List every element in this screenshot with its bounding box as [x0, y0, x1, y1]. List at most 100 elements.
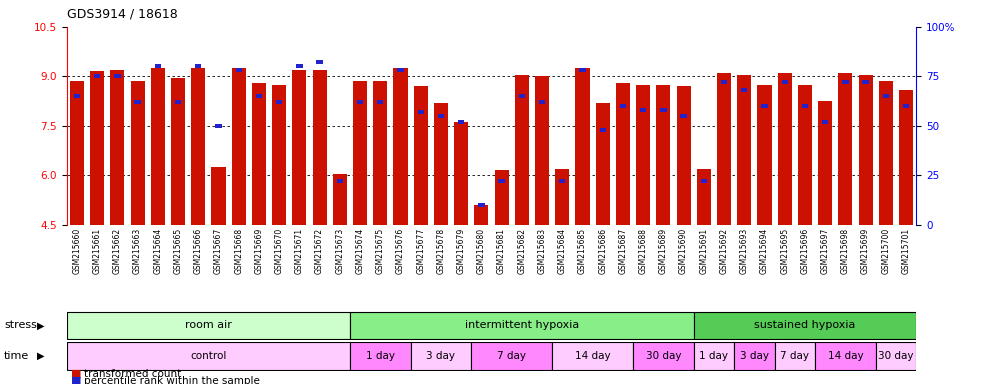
Text: GSM215668: GSM215668	[234, 228, 243, 274]
Bar	[110, 70, 125, 225]
Bar	[552, 343, 633, 370]
Bar	[397, 68, 404, 72]
Text: 7 day: 7 day	[497, 351, 526, 361]
Bar	[781, 80, 788, 84]
Text: GSM215677: GSM215677	[416, 228, 426, 275]
Bar	[616, 83, 630, 225]
Text: 30 day: 30 day	[878, 351, 913, 361]
Text: GSM215674: GSM215674	[356, 228, 365, 275]
Bar	[802, 104, 808, 108]
Text: percentile rank within the sample: percentile rank within the sample	[84, 376, 260, 384]
Text: GSM215660: GSM215660	[73, 228, 82, 275]
Bar	[575, 68, 590, 225]
Bar	[858, 74, 873, 225]
Bar	[842, 80, 848, 84]
Text: GSM215673: GSM215673	[335, 228, 344, 275]
Text: GSM215698: GSM215698	[840, 228, 850, 274]
Text: GSM215697: GSM215697	[821, 228, 830, 275]
Text: GSM215690: GSM215690	[679, 228, 688, 275]
Text: GSM215661: GSM215661	[92, 228, 101, 274]
Text: GSM215687: GSM215687	[618, 228, 627, 274]
Bar	[296, 65, 303, 68]
Bar	[862, 80, 869, 84]
Bar	[150, 68, 165, 225]
Text: GSM215692: GSM215692	[720, 228, 728, 274]
Bar	[701, 179, 707, 183]
Bar	[377, 100, 383, 104]
Bar	[252, 83, 266, 225]
Bar	[357, 100, 364, 104]
Bar	[798, 84, 812, 225]
Bar	[737, 74, 751, 225]
Text: GSM215700: GSM215700	[882, 228, 891, 275]
Bar	[717, 73, 731, 225]
Text: GSM215688: GSM215688	[639, 228, 648, 274]
Bar	[815, 343, 876, 370]
Text: GSM215685: GSM215685	[578, 228, 587, 274]
Text: GSM215665: GSM215665	[174, 228, 183, 275]
Text: GSM215676: GSM215676	[396, 228, 405, 275]
Bar	[619, 104, 626, 108]
Text: GSM215671: GSM215671	[295, 228, 304, 274]
Bar	[818, 101, 833, 225]
Bar	[838, 73, 852, 225]
Text: GSM215696: GSM215696	[800, 228, 809, 275]
Bar	[175, 100, 181, 104]
Bar	[721, 80, 727, 84]
Text: GSM215681: GSM215681	[497, 228, 506, 274]
Text: 3 day: 3 day	[740, 351, 769, 361]
Bar	[579, 68, 586, 72]
Text: GSM215679: GSM215679	[457, 228, 466, 275]
Bar	[94, 74, 100, 78]
Bar	[539, 100, 546, 104]
Bar	[640, 108, 647, 112]
Bar	[317, 61, 322, 65]
Bar	[135, 100, 141, 104]
Text: GSM215663: GSM215663	[133, 228, 143, 275]
Text: GSM215680: GSM215680	[477, 228, 486, 274]
Bar	[633, 343, 694, 370]
Bar	[350, 312, 694, 339]
Bar	[333, 174, 347, 225]
Text: GSM215682: GSM215682	[517, 228, 526, 274]
Bar	[154, 65, 161, 68]
Bar	[414, 86, 428, 225]
Bar	[636, 84, 650, 225]
Text: time: time	[4, 351, 29, 361]
Bar	[559, 179, 565, 183]
Text: ▶: ▶	[37, 351, 45, 361]
Text: GSM215691: GSM215691	[699, 228, 709, 274]
Bar	[758, 84, 772, 225]
Text: GSM215675: GSM215675	[376, 228, 384, 275]
Bar	[90, 71, 104, 225]
Bar	[211, 167, 225, 225]
Text: ▶: ▶	[37, 320, 45, 331]
Bar	[697, 169, 711, 225]
Text: room air: room air	[185, 320, 232, 331]
Bar	[195, 65, 202, 68]
Text: ■: ■	[71, 369, 82, 379]
Bar	[478, 203, 485, 207]
Bar	[734, 343, 775, 370]
Text: GSM215672: GSM215672	[316, 228, 324, 274]
Bar	[902, 104, 909, 108]
Bar	[70, 81, 84, 225]
Text: 1 day: 1 day	[700, 351, 728, 361]
Text: stress: stress	[4, 320, 36, 331]
Bar	[458, 120, 464, 124]
Text: GSM215667: GSM215667	[214, 228, 223, 275]
Bar	[778, 73, 791, 225]
Bar	[899, 89, 913, 225]
Bar	[600, 128, 606, 132]
Bar	[434, 103, 448, 225]
Bar	[393, 68, 408, 225]
Bar	[694, 312, 916, 339]
Bar	[131, 81, 145, 225]
Bar	[876, 343, 916, 370]
Text: GSM215670: GSM215670	[274, 228, 284, 275]
Text: control: control	[190, 351, 227, 361]
Bar	[454, 122, 468, 225]
Text: GSM215678: GSM215678	[436, 228, 445, 274]
Text: GSM215693: GSM215693	[740, 228, 749, 275]
Bar	[336, 179, 343, 183]
